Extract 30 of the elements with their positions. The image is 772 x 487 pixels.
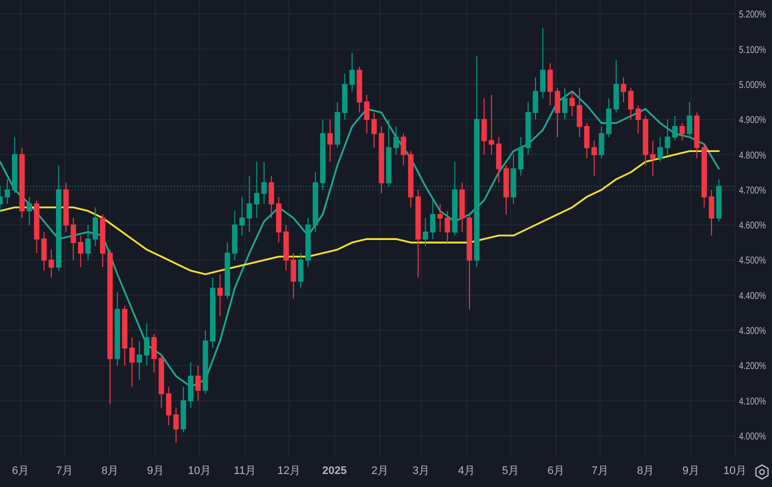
x-tick-label: 9月 bbox=[682, 465, 700, 477]
x-tick-label: 3月 bbox=[412, 465, 430, 477]
x-tick-label: 2月 bbox=[371, 465, 389, 477]
x-tick-label: 6月 bbox=[12, 465, 30, 477]
y-tick-label: 4.700% bbox=[739, 185, 772, 196]
x-tick-label: 10月 bbox=[723, 465, 747, 477]
x-tick-label: 12月 bbox=[277, 465, 301, 477]
y-tick-label: 4.200% bbox=[739, 361, 772, 372]
x-tick-label: 6月 bbox=[547, 465, 565, 477]
y-tick-label: 4.800% bbox=[739, 150, 772, 162]
x-tick-label: 4月 bbox=[458, 465, 476, 477]
x-tick-label: 7月 bbox=[591, 465, 609, 477]
y-tick-label: 5.000% bbox=[739, 80, 772, 91]
x-tick-label: 7月 bbox=[56, 465, 74, 477]
y-tick-label: 5.200% bbox=[739, 10, 772, 21]
y-tick-label: 4.900% bbox=[739, 115, 772, 126]
x-tick-label: 10月 bbox=[188, 465, 212, 477]
x-tick-label: 5月 bbox=[502, 465, 520, 477]
y-tick-label: 4.600% bbox=[739, 220, 772, 232]
x-tick-label: 2025 bbox=[322, 465, 347, 477]
x-tick-label: 11月 bbox=[234, 465, 256, 477]
y-tick-label: 4.000% bbox=[739, 432, 772, 442]
y-tick-label: 5.100% bbox=[739, 44, 772, 56]
y-tick-label: 4.100% bbox=[739, 396, 772, 408]
y-tick-label: 4.400% bbox=[739, 290, 772, 302]
y-tick-label: 4.300% bbox=[739, 326, 772, 338]
y-tick-label: 4.500% bbox=[739, 256, 772, 267]
x-tick-label: 9月 bbox=[146, 465, 164, 477]
x-tick-label: 8月 bbox=[636, 465, 654, 477]
x-tick-label: 8月 bbox=[101, 465, 119, 477]
